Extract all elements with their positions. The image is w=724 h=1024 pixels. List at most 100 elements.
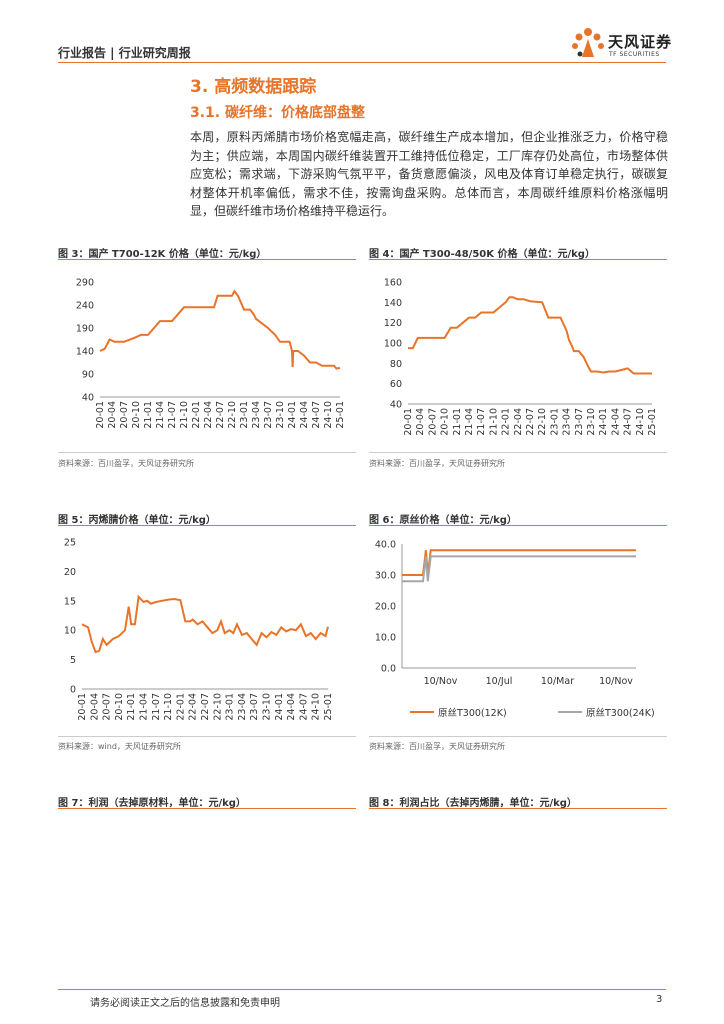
figure-5-bottom-rule	[58, 736, 356, 737]
x-tick-label: 24-10	[311, 693, 322, 721]
x-tick-label: 23-04	[251, 401, 262, 429]
x-tick-label: 24-07	[311, 401, 322, 429]
x-tick-label: 24-07	[623, 408, 634, 436]
figure-6-title: 图 6：原丝价格（单位：元/kg）	[369, 515, 517, 526]
y-tick-label: 30.0	[375, 571, 396, 582]
figure-5-source: 资料来源：wind，天风证券研究所	[58, 742, 181, 751]
page-number: 3	[656, 994, 663, 1005]
figure-3-source: 资料来源：百川盈孚，天风证券研究所	[58, 459, 194, 468]
x-tick-label: 21-10	[179, 401, 190, 429]
y-tick-label: 20.0	[375, 602, 396, 613]
x-tick-label: 25-01	[323, 693, 334, 721]
x-tick-label: 21-04	[464, 408, 475, 436]
x-tick-label: 23-10	[586, 408, 597, 436]
y-tick-label: 290	[76, 278, 94, 289]
x-tick-label: 22-04	[188, 693, 199, 721]
figure-4-title: 图 4：国产 T300-48/50K 价格（单位：元/kg）	[369, 249, 595, 260]
y-tick-label: 20	[64, 567, 76, 578]
figure-4-rule	[369, 259, 667, 260]
x-tick-label: 20-07	[427, 408, 438, 436]
y-tick-label: 10.0	[375, 633, 396, 644]
series-line-1	[402, 549, 636, 576]
y-tick-label: 0	[70, 685, 76, 696]
x-tick-label: 22-01	[501, 408, 512, 436]
y-tick-label: 15	[64, 596, 76, 607]
x-tick-label: 22-04	[513, 408, 524, 436]
x-tick-label: 20-01	[77, 693, 88, 721]
x-tick-label: 24-04	[286, 693, 297, 721]
y-tick-label: 120	[384, 318, 402, 329]
x-tick-label: 20-07	[119, 401, 130, 429]
company-logo-icon	[572, 28, 604, 57]
x-tick-label: 22-01	[175, 693, 186, 721]
x-tick-label: 23-07	[249, 693, 260, 721]
series-line	[99, 289, 341, 370]
figure-3-title: 图 3：国产 T700-12K 价格（单位：元/kg）	[58, 249, 267, 260]
x-tick-label: 20-04	[107, 401, 118, 429]
figure-7-title: 图 7：利润（去掉原材料，单位：元/kg）	[58, 798, 246, 809]
logo-text: 天风证券	[608, 33, 673, 51]
x-tick-label: 23-10	[275, 401, 286, 429]
section-heading: 3. 高频数据跟踪	[190, 77, 317, 97]
series-line	[408, 296, 652, 375]
x-tick-label: 21-10	[488, 408, 499, 436]
y-tick-label: 80	[390, 359, 402, 370]
y-tick-label: 60	[390, 379, 402, 390]
x-tick-label: 20-01	[403, 408, 414, 436]
y-tick-label: 40	[82, 393, 94, 404]
x-tick-label: 21-10	[163, 693, 174, 721]
legend-label: 原丝T300(12K)	[438, 707, 507, 719]
x-tick-label: 24-10	[323, 401, 334, 429]
x-tick-label: 23-04	[562, 408, 573, 436]
figure-3-bottom-rule	[58, 452, 356, 453]
x-tick-label: 10/Mar	[541, 676, 574, 687]
footer-divider	[58, 989, 666, 990]
x-tick-label: 22-10	[537, 408, 548, 436]
x-tick-label: 21-01	[452, 408, 463, 436]
x-tick-label: 10/Nov	[424, 676, 458, 687]
x-tick-label: 20-10	[131, 401, 142, 429]
y-tick-label: 140	[76, 347, 94, 358]
logo-subtext: TF SECURITIES	[609, 51, 660, 58]
x-tick-label: 25-01	[647, 408, 658, 436]
x-tick-label: 21-01	[126, 693, 137, 721]
x-tick-label: 23-01	[225, 693, 236, 721]
report-category: 行业报告 | 行业研究周报	[58, 46, 191, 60]
x-tick-label: 21-07	[167, 401, 178, 429]
y-tick-label: 240	[76, 301, 94, 312]
series-line	[81, 594, 329, 654]
figure-4-bottom-rule	[369, 452, 667, 453]
legend-label: 原丝T300(24K)	[586, 707, 655, 719]
y-tick-label: 140	[384, 298, 402, 309]
x-tick-label: 23-07	[574, 408, 585, 436]
x-tick-label: 21-07	[476, 408, 487, 436]
y-tick-label: 160	[384, 278, 402, 289]
x-tick-label: 21-07	[151, 693, 162, 721]
figure-6-rule	[369, 525, 667, 526]
header-divider	[58, 62, 666, 63]
subsection-heading: 3.1. 碳纤维：价格底部盘整	[190, 105, 365, 121]
body-paragraph: 本周，原料丙烯腈市场价格宽幅走高，碳纤维生产成本增加，但企业推涨乏力，价格守稳为…	[190, 130, 668, 218]
x-tick-label: 10/Jul	[486, 676, 513, 687]
x-tick-label: 22-07	[200, 693, 211, 721]
x-tick-label: 20-04	[415, 408, 426, 436]
x-tick-label: 20-10	[440, 408, 451, 436]
x-tick-label: 24-04	[610, 408, 621, 436]
x-tick-label: 20-04	[89, 693, 100, 721]
y-tick-label: 5	[70, 655, 76, 666]
x-tick-label: 24-01	[274, 693, 285, 721]
y-tick-label: 190	[76, 324, 94, 335]
y-tick-label: 0.0	[381, 664, 396, 675]
figure-3-rule	[58, 259, 356, 260]
x-tick-label: 23-10	[262, 693, 273, 721]
figure-8-title: 图 8：利润占比（去掉丙烯腈，单位：元/kg）	[369, 798, 577, 809]
x-tick-label: 25-01	[335, 401, 346, 429]
x-tick-label: 22-01	[191, 401, 202, 429]
x-tick-label: 23-01	[239, 401, 250, 429]
chart-fig6: 0.0 10.0 20.0 30.0 40.0 10/Nov 10/Jul 10/Mar 10/…	[375, 540, 655, 720]
figure-4-source: 资料来源：百川盈孚，天风证券研究所	[369, 459, 505, 468]
x-tick-label: 23-07	[263, 401, 274, 429]
x-tick-label: 23-04	[237, 693, 248, 721]
